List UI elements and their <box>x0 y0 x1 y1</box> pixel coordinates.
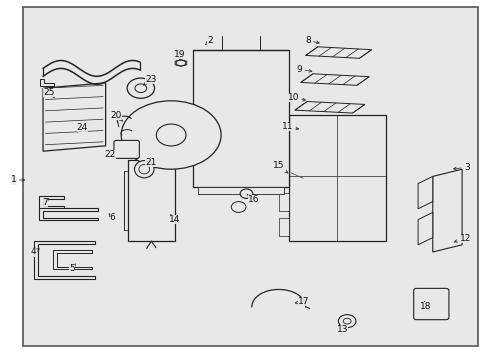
Polygon shape <box>417 212 432 245</box>
Text: 25: 25 <box>43 88 55 98</box>
Polygon shape <box>39 208 98 220</box>
Text: 3: 3 <box>452 163 469 172</box>
Circle shape <box>231 202 245 212</box>
Text: 15: 15 <box>272 161 287 173</box>
Polygon shape <box>193 50 288 187</box>
Polygon shape <box>432 169 461 252</box>
Polygon shape <box>294 102 364 113</box>
Circle shape <box>135 84 146 93</box>
Polygon shape <box>288 130 358 142</box>
Ellipse shape <box>134 161 154 178</box>
Text: 19: 19 <box>174 50 185 60</box>
Text: 9: 9 <box>296 65 311 74</box>
Text: 18: 18 <box>419 301 430 311</box>
Text: 12: 12 <box>453 234 470 243</box>
Text: 6: 6 <box>109 213 115 222</box>
Polygon shape <box>43 83 105 151</box>
Polygon shape <box>305 47 371 58</box>
Text: 4: 4 <box>30 248 39 256</box>
Text: 5: 5 <box>69 264 75 273</box>
Text: 23: 23 <box>143 76 156 85</box>
Polygon shape <box>278 167 288 185</box>
Circle shape <box>240 189 252 198</box>
Polygon shape <box>278 142 288 160</box>
Circle shape <box>156 124 185 146</box>
Text: 1: 1 <box>11 175 25 184</box>
Polygon shape <box>39 196 63 209</box>
Polygon shape <box>198 187 283 194</box>
Polygon shape <box>278 218 288 236</box>
Text: 8: 8 <box>305 36 319 45</box>
Circle shape <box>343 318 350 324</box>
Polygon shape <box>128 160 174 241</box>
Text: 17: 17 <box>295 297 309 306</box>
Ellipse shape <box>139 165 149 174</box>
Text: 24: 24 <box>76 123 88 132</box>
Text: 21: 21 <box>144 158 156 167</box>
Text: 2: 2 <box>205 36 213 45</box>
Text: 10: 10 <box>287 94 305 102</box>
Text: 13: 13 <box>336 325 347 334</box>
FancyBboxPatch shape <box>114 140 139 158</box>
Text: 22: 22 <box>104 150 116 159</box>
Polygon shape <box>300 74 368 85</box>
Polygon shape <box>175 60 186 66</box>
Text: 11: 11 <box>281 122 298 131</box>
Text: 7: 7 <box>42 198 48 207</box>
FancyBboxPatch shape <box>413 288 448 320</box>
Polygon shape <box>288 115 386 241</box>
Text: 16: 16 <box>247 194 259 203</box>
Polygon shape <box>34 241 95 279</box>
Polygon shape <box>417 176 432 209</box>
Circle shape <box>338 315 355 328</box>
Ellipse shape <box>176 60 185 66</box>
Text: 20: 20 <box>110 111 122 121</box>
Circle shape <box>127 78 154 98</box>
Ellipse shape <box>121 101 221 169</box>
Polygon shape <box>53 250 92 269</box>
Text: 14: 14 <box>169 215 181 224</box>
Polygon shape <box>278 193 288 211</box>
Polygon shape <box>40 79 54 86</box>
